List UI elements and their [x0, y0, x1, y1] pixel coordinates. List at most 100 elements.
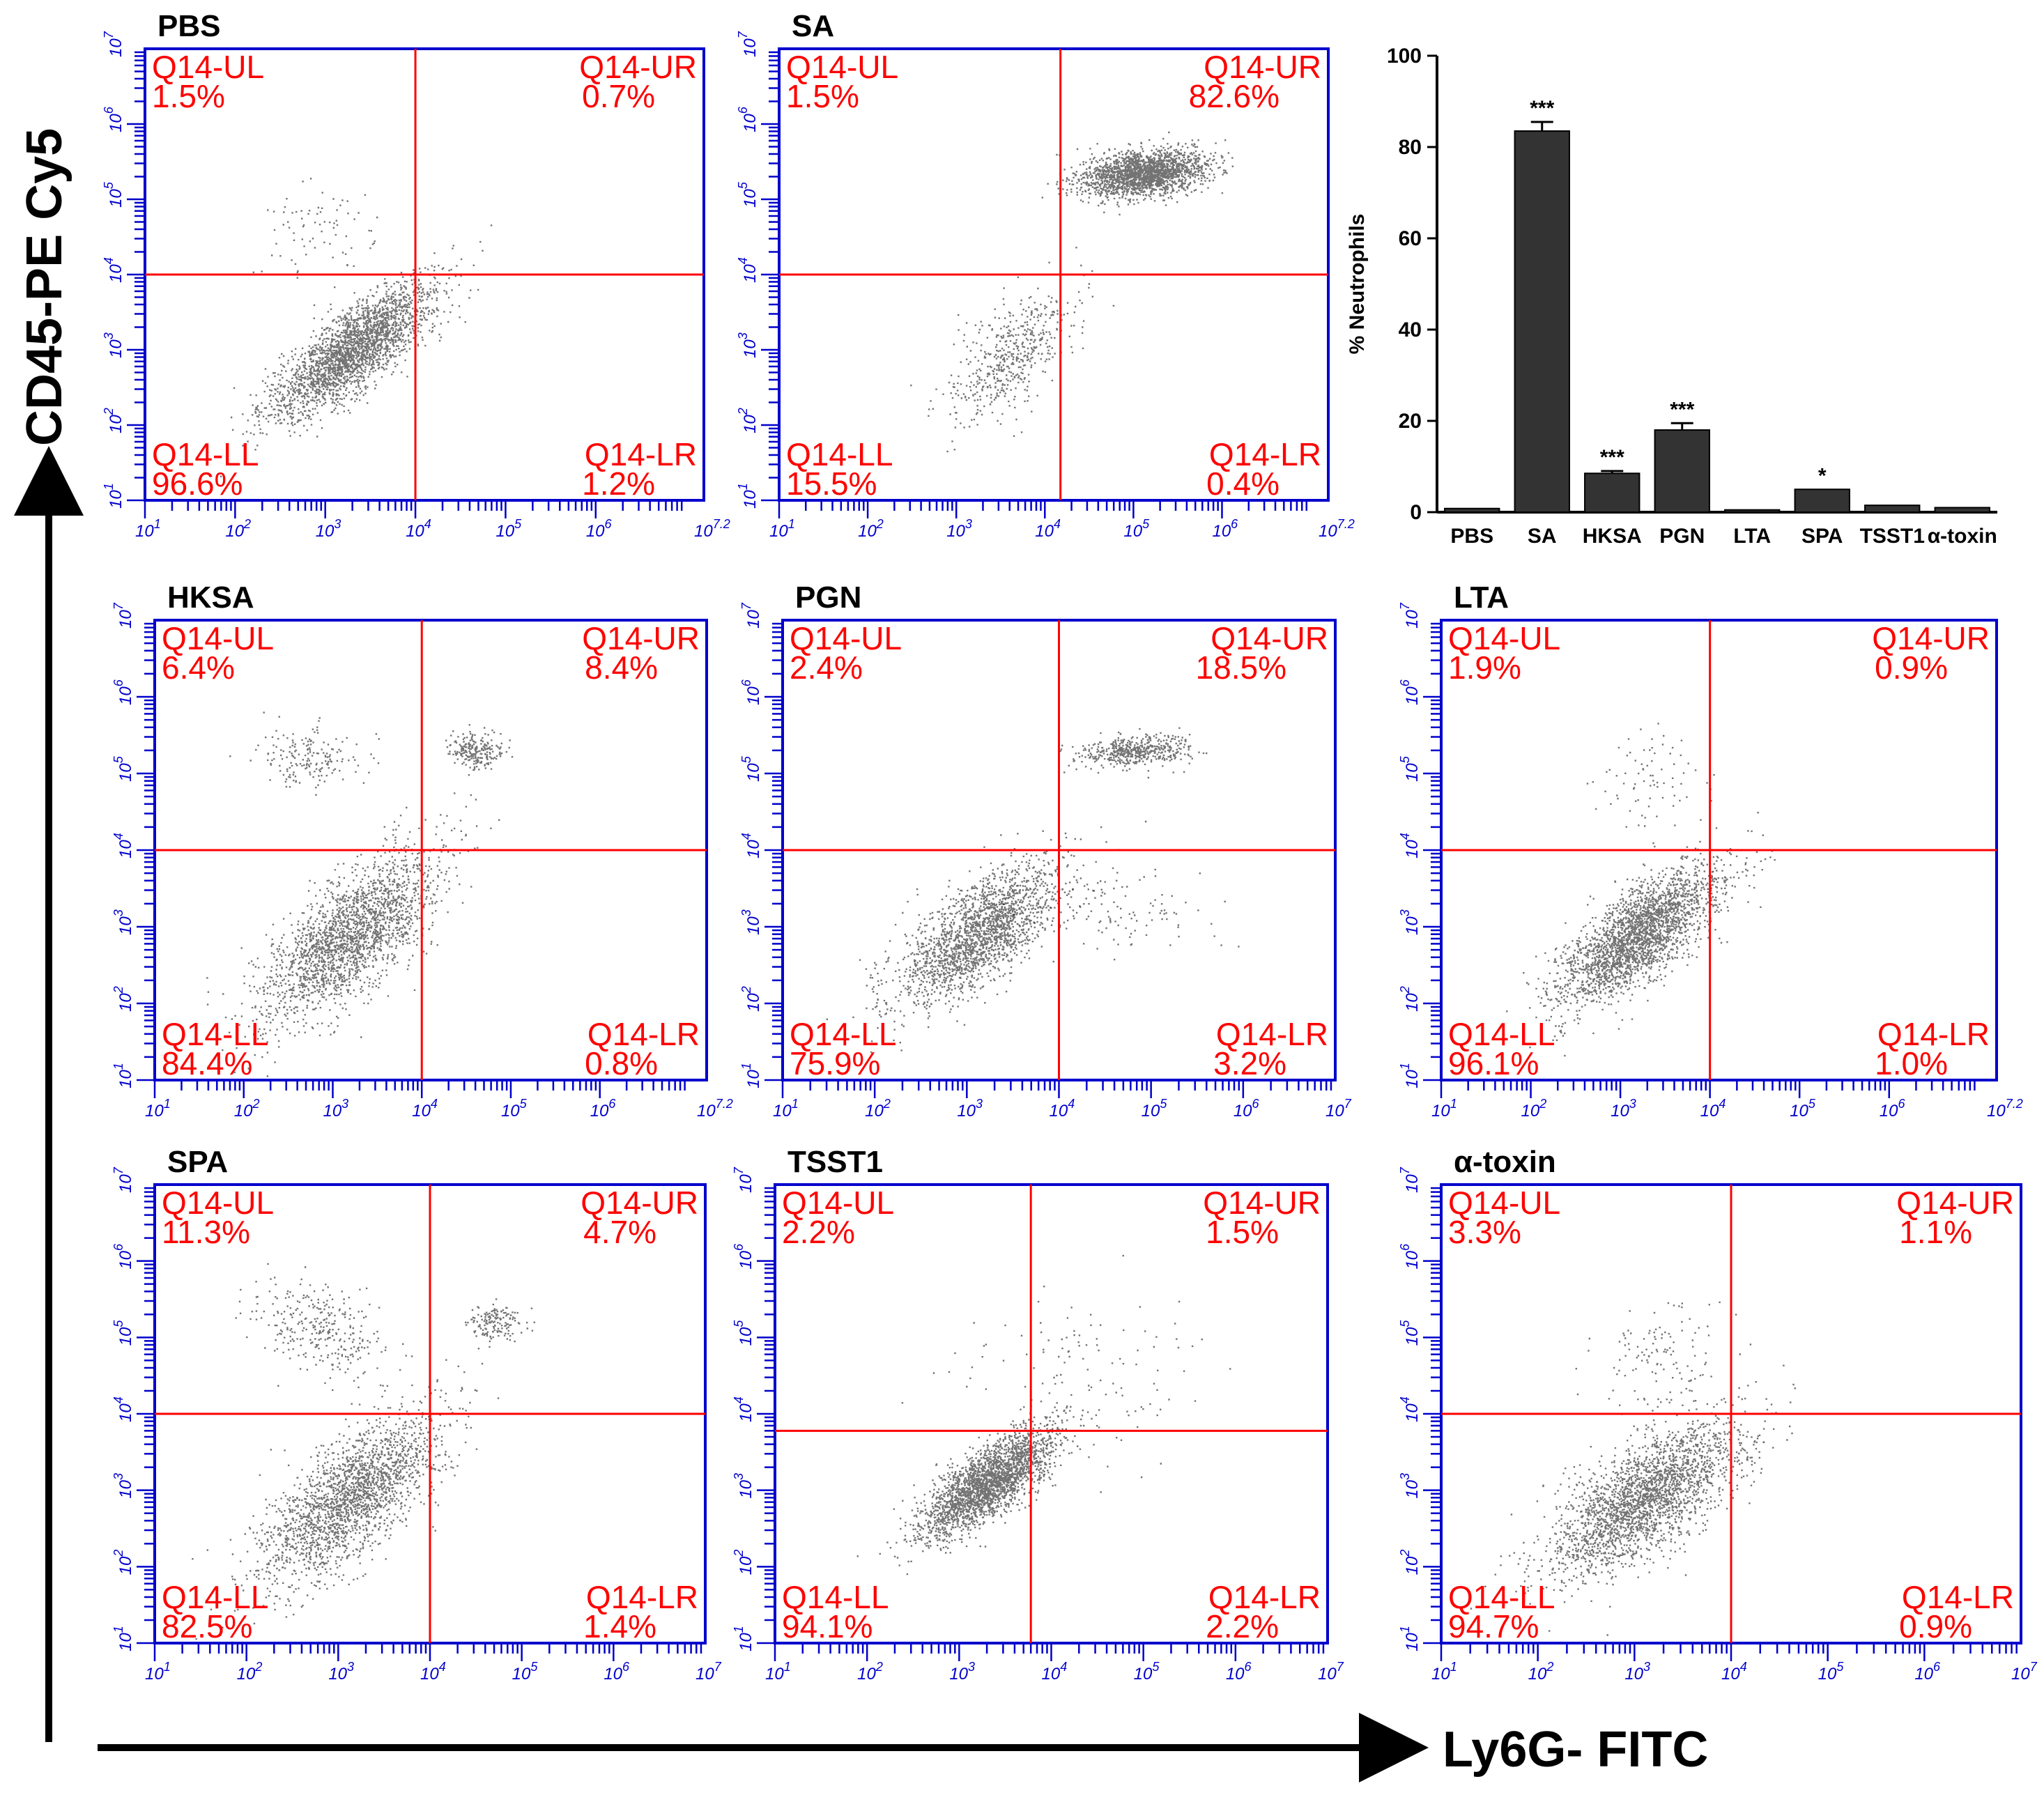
quadrant-value-ul: 2.4%	[790, 649, 863, 686]
population-0	[192, 1359, 500, 1644]
y-tick-label: 105	[1398, 1320, 1422, 1346]
dot-cloud	[1059, 727, 1208, 779]
bar-chart: 0 20 40 60 80 100 % Neutrophils PBS *** SA *** HKSA…	[1346, 45, 1997, 548]
quadrant-value-ll: 82.5%	[162, 1608, 252, 1644]
population-2	[445, 724, 514, 776]
y-tick-label: 106	[102, 106, 125, 132]
quadrant-name-ul: Q14-UL	[162, 620, 274, 656]
y-tick-label: 105	[102, 181, 125, 208]
quadrant-name-ur: Q14-UR	[1204, 49, 1321, 85]
x-tick-label: 103	[328, 1660, 354, 1684]
event-dots	[1470, 1301, 1796, 1636]
quadrant-value-ul: 1.9%	[1448, 649, 1521, 686]
scatter-panel-4: PGN 101 102 103 104 105 106 107 101 102 103 104 105 1…	[739, 580, 1352, 1120]
event-dots	[1506, 723, 1776, 1057]
y-tick-label: 101	[739, 1063, 763, 1088]
x-tick-label: 101	[769, 517, 795, 541]
quadrant-name-lr: Q14-LR	[586, 1579, 698, 1615]
x-tick-label: 103	[1624, 1660, 1650, 1684]
axis-ticks	[137, 1187, 702, 1661]
quadrant-name-lr: Q14-LR	[1216, 1016, 1328, 1052]
y-tick-label: 104	[732, 1396, 755, 1422]
population-1	[252, 178, 378, 279]
bar-0	[1444, 507, 1500, 514]
quadrant-value-lr: 0.9%	[1899, 1608, 1972, 1644]
quadrant-value-ll: 75.9%	[790, 1045, 880, 1081]
quadrant-name-ul: Q14-UL	[1448, 1185, 1560, 1221]
event-dots	[910, 131, 1234, 453]
x-tick-label: 107	[1318, 1660, 1344, 1684]
y-tick-label: 104	[112, 1396, 135, 1422]
quadrant-name-lr: Q14-LR	[587, 1016, 700, 1052]
axis-ticks	[761, 51, 1308, 518]
quadrant-value-ll: 94.7%	[1448, 1608, 1539, 1644]
x-tick-label: 102	[858, 517, 884, 541]
x-tick-label: 102	[857, 1660, 883, 1684]
y-tick-label: 104	[112, 833, 135, 858]
bar-category-label: PGN	[1659, 525, 1705, 548]
significance-mark: ***	[1530, 97, 1554, 120]
scatter-panel-6: SPA 101 102 103 104 105 106 107 101 102 103 104 105 1…	[112, 1145, 722, 1684]
scatter-panel-1: SA 101 102 103 104 105 106 107.2 101 102 103 104 105…	[736, 9, 1355, 541]
y-tick-label: 102	[112, 986, 135, 1012]
dot-cloud	[229, 711, 380, 796]
bar-category-label: HKSA	[1583, 525, 1642, 548]
quadrant-value-ul: 1.5%	[786, 78, 859, 114]
bar-y-tick-label: 20	[1399, 410, 1422, 433]
x-tick-label: 104	[412, 1097, 438, 1120]
y-tick-label: 102	[736, 408, 760, 433]
panel-title: α-toxin	[1454, 1145, 1556, 1179]
bar-7	[1934, 507, 1990, 514]
quadrant-name-ul: Q14-UL	[782, 1185, 894, 1221]
quadrant-name-ur: Q14-UR	[581, 1185, 698, 1221]
axis-ticks	[1423, 622, 1976, 1098]
quadrant-value-ul: 2.2%	[782, 1214, 855, 1250]
x-tick-label: 106	[1226, 1660, 1252, 1684]
dot-cloud	[1041, 131, 1234, 216]
y-tick-label: 107	[112, 1166, 135, 1193]
quadrant-name-ur: Q14-UR	[1896, 1185, 2014, 1221]
y-tick-label: 103	[732, 1473, 755, 1499]
quadrant-name-ul: Q14-UL	[152, 49, 264, 85]
dot-cloud	[465, 1298, 535, 1350]
quadrant-value-ur: 8.4%	[585, 649, 658, 686]
quadrant-name-ur: Q14-UR	[1872, 620, 1990, 656]
y-tick-label: 106	[739, 679, 763, 705]
dot-cloud	[192, 1359, 500, 1644]
quadrant-value-lr: 1.2%	[582, 465, 655, 502]
bar-y-tick-label: 100	[1387, 45, 1422, 68]
quadrant-value-ur: 1.5%	[1206, 1214, 1279, 1250]
quadrant-name-lr: Q14-LR	[585, 436, 697, 472]
quadrant-value-ul: 11.3%	[162, 1214, 250, 1250]
y-tick-label: 103	[112, 1473, 135, 1499]
quadrant-name-lr: Q14-LR	[1209, 436, 1321, 472]
y-tick-label: 104	[102, 257, 125, 283]
bar-5	[1794, 488, 1850, 513]
quadrant-name-lr: Q14-LR	[1877, 1016, 1990, 1052]
x-tick-label: 104	[1700, 1097, 1726, 1120]
significance-mark: *	[1818, 464, 1827, 487]
quadrant-name-ul: Q14-UL	[1448, 620, 1560, 656]
bar-6	[1864, 504, 1921, 513]
population-0	[220, 224, 493, 477]
x-tick-label: 106	[1914, 1660, 1941, 1684]
x-tick-label: 104	[1042, 1660, 1068, 1684]
x-tick-label: 104	[406, 517, 431, 541]
y-tick-label: 102	[1398, 1550, 1422, 1576]
bar-y-tick-label: 40	[1399, 318, 1422, 341]
x-tick-label: 102	[225, 517, 251, 541]
y-tick-label: 105	[1398, 755, 1422, 782]
y-tick-label: 107	[739, 602, 763, 629]
event-dots	[826, 727, 1240, 1054]
bar-category-label: TSST1	[1860, 525, 1925, 548]
quadrant-value-lr: 3.2%	[1213, 1045, 1286, 1081]
x-tick-label: 107.2	[1987, 1097, 2023, 1120]
x-tick-label: 106	[604, 1660, 630, 1684]
quadrant-value-ul: 6.4%	[162, 649, 235, 686]
event-dots	[856, 1254, 1231, 1576]
panel-title: SA	[792, 9, 834, 43]
scatter-panel-8: α-toxin 101 102 103 104 105 106 107 101 102 103 104…	[1398, 1145, 2038, 1684]
significance-mark: ***	[1670, 398, 1694, 421]
